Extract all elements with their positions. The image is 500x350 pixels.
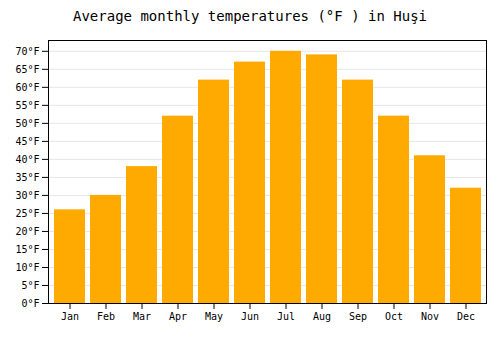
- svg-text:Jul: Jul: [277, 311, 295, 322]
- html-text:Average monthly temperatures (: Average monthly temperatures (°F ) in Hu…: [73, 8, 427, 24]
- svg-text:35°F: 35°F: [15, 172, 39, 183]
- svg-text:55°F: 55°F: [15, 100, 39, 111]
- svg-text:May: May: [205, 311, 223, 322]
- svg-text:30°F: 30°F: [15, 190, 39, 201]
- svg-text:Mar: Mar: [133, 311, 151, 322]
- svg-text:Sep: Sep: [349, 311, 367, 322]
- svg-text:50°F: 50°F: [15, 118, 39, 129]
- svg-text:10°F: 10°F: [15, 262, 39, 273]
- svg-text:Aug: Aug: [313, 311, 331, 322]
- svg-text:25°F: 25°F: [15, 208, 39, 219]
- svg-text:Apr: Apr: [169, 311, 187, 322]
- svg-text:Feb: Feb: [97, 311, 115, 322]
- svg-text:45°F: 45°F: [15, 136, 39, 147]
- svg-text:40°F: 40°F: [15, 154, 39, 165]
- svg-text:60°F: 60°F: [15, 82, 39, 93]
- svg-text:Nov: Nov: [421, 311, 439, 322]
- svg-text:5°F: 5°F: [21, 280, 39, 291]
- svg-text:20°F: 20°F: [15, 226, 39, 237]
- svg-text:Oct: Oct: [385, 311, 403, 322]
- svg-text:15°F: 15°F: [15, 244, 39, 255]
- svg-text:70°F: 70°F: [15, 46, 39, 57]
- svg-text:Dec: Dec: [457, 311, 475, 322]
- svg-text:Jan: Jan: [61, 311, 79, 322]
- svg-text:0°F: 0°F: [21, 298, 39, 309]
- svg-text:Jun: Jun: [241, 311, 259, 322]
- svg-text:65°F: 65°F: [15, 64, 39, 75]
